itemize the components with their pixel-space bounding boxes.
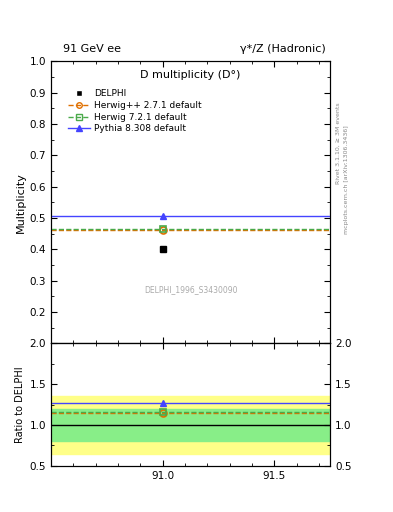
Y-axis label: Multiplicity: Multiplicity: [16, 172, 26, 233]
Text: mcplots.cern.ch [arXiv:1306.3436]: mcplots.cern.ch [arXiv:1306.3436]: [344, 125, 349, 233]
Bar: [51, 396, 330, 454]
Legend: DELPHI, Herwig++ 2.7.1 default, Herwig 7.2.1 default, Pythia 8.308 default: DELPHI, Herwig++ 2.7.1 default, Herwig 7…: [64, 86, 205, 137]
Text: γ*/Z (Hadronic): γ*/Z (Hadronic): [241, 44, 326, 54]
Bar: [51, 409, 330, 441]
Text: DELPHI_1996_S3430090: DELPHI_1996_S3430090: [144, 285, 237, 294]
Text: 91 GeV ee: 91 GeV ee: [63, 44, 121, 54]
Y-axis label: Ratio to DELPHI: Ratio to DELPHI: [15, 366, 26, 443]
Text: Rivet 3.1.10, ≥ 3M events: Rivet 3.1.10, ≥ 3M events: [336, 102, 341, 184]
Text: D multiplicity (D°): D multiplicity (D°): [140, 70, 241, 80]
